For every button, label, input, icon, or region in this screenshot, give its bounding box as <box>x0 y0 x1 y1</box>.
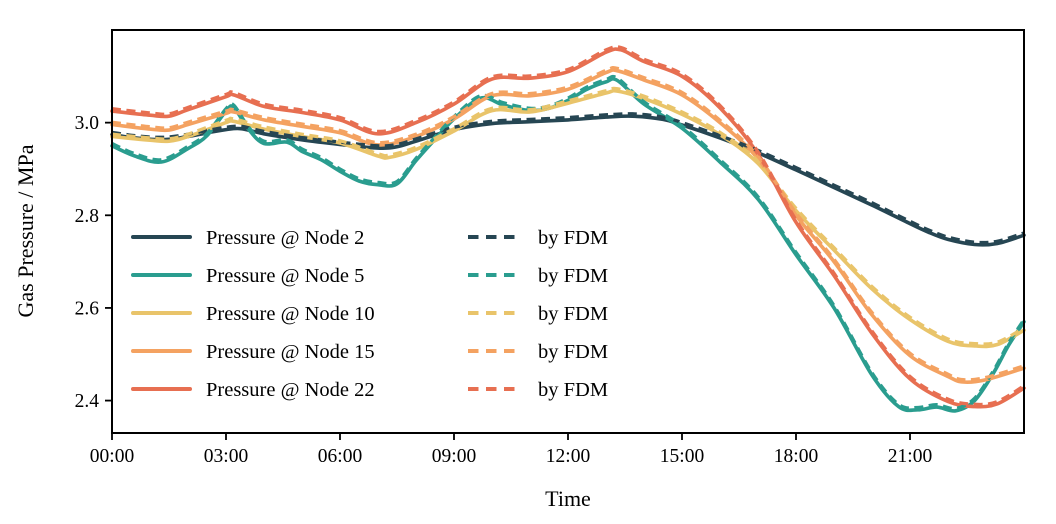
x-tick-label: 00:00 <box>90 446 134 467</box>
legend-label-series: Pressure @ Node 5 <box>206 265 364 287</box>
series-fdm-line-pressure-node-15 <box>111 66 1025 382</box>
x-axis-title: Time <box>545 486 591 511</box>
x-tick-label: 03:00 <box>204 446 248 467</box>
legend-label-fdm: by FDM <box>538 303 608 325</box>
y-tick-label: 2.6 <box>75 298 100 319</box>
plot-border <box>111 29 1025 434</box>
legend-label-fdm: by FDM <box>538 341 608 363</box>
legend-label-series: Pressure @ Node 2 <box>206 227 364 249</box>
series-fdm-line-pressure-node-22 <box>111 45 1025 407</box>
x-tick-label: 09:00 <box>432 446 476 467</box>
series-fdm-line-pressure-node-2 <box>111 112 1025 245</box>
legend-label-series: Pressure @ Node 10 <box>206 303 375 325</box>
y-tick-label: 2.4 <box>75 391 100 412</box>
series-line-pressure-node-15 <box>110 68 1026 385</box>
x-tick-label: 21:00 <box>888 446 932 467</box>
series-line-pressure-node-10 <box>110 88 1026 349</box>
series-fdm-line-pressure-node-10 <box>111 86 1025 346</box>
y-tick-label: 3.0 <box>75 113 99 134</box>
series-line-pressure-node-2 <box>110 114 1026 247</box>
legend-label-series: Pressure @ Node 15 <box>206 341 375 363</box>
y-axis-title: Gas Pressure / MPa <box>13 144 38 318</box>
legend-label-fdm: by FDM <box>538 265 608 287</box>
x-tick-label: 18:00 <box>774 446 818 467</box>
x-tick-label: 12:00 <box>546 446 590 467</box>
legend-label-fdm: by FDM <box>538 227 608 249</box>
legend-label-series: Pressure @ Node 22 <box>206 379 375 401</box>
x-tick-label: 06:00 <box>318 446 362 467</box>
legend-label-fdm: by FDM <box>538 379 608 401</box>
y-tick-label: 2.8 <box>75 206 99 227</box>
x-tick-label: 15:00 <box>660 446 704 467</box>
